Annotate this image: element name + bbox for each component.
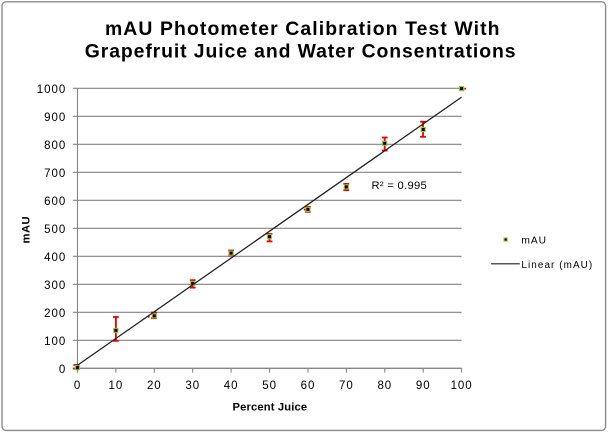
- svg-text:70: 70: [339, 380, 354, 392]
- svg-text:40: 40: [224, 380, 239, 392]
- svg-text:mAU: mAU: [21, 216, 33, 244]
- svg-text:Linear (mAU): Linear (mAU): [521, 260, 593, 271]
- svg-text:0: 0: [59, 364, 66, 376]
- svg-text:50: 50: [262, 380, 277, 392]
- svg-text:900: 900: [44, 112, 66, 124]
- svg-text:100: 100: [44, 336, 66, 348]
- svg-text:500: 500: [44, 224, 66, 236]
- svg-text:R² = 0.995: R² = 0.995: [372, 180, 428, 192]
- svg-text:1000: 1000: [37, 84, 66, 96]
- svg-text:600: 600: [44, 196, 66, 208]
- svg-text:10: 10: [109, 380, 124, 392]
- svg-text:700: 700: [44, 168, 66, 180]
- svg-text:60: 60: [301, 380, 316, 392]
- svg-text:300: 300: [44, 280, 66, 292]
- svg-text:30: 30: [185, 380, 200, 392]
- svg-text:80: 80: [377, 380, 392, 392]
- svg-text:mAU Photometer Calibration Tes: mAU Photometer Calibration Test With: [105, 18, 501, 40]
- svg-text:Percent Juice: Percent Juice: [233, 402, 308, 414]
- svg-text:200: 200: [44, 308, 66, 320]
- svg-text:800: 800: [44, 140, 66, 152]
- svg-text:mAU: mAU: [521, 236, 547, 247]
- svg-text:Grapefruit Juice and Water Con: Grapefruit Juice and Water Consentration…: [85, 41, 517, 63]
- svg-text:0: 0: [74, 380, 81, 392]
- svg-text:400: 400: [44, 252, 66, 264]
- svg-text:90: 90: [416, 380, 431, 392]
- svg-text:20: 20: [147, 380, 162, 392]
- svg-text:100: 100: [451, 380, 473, 392]
